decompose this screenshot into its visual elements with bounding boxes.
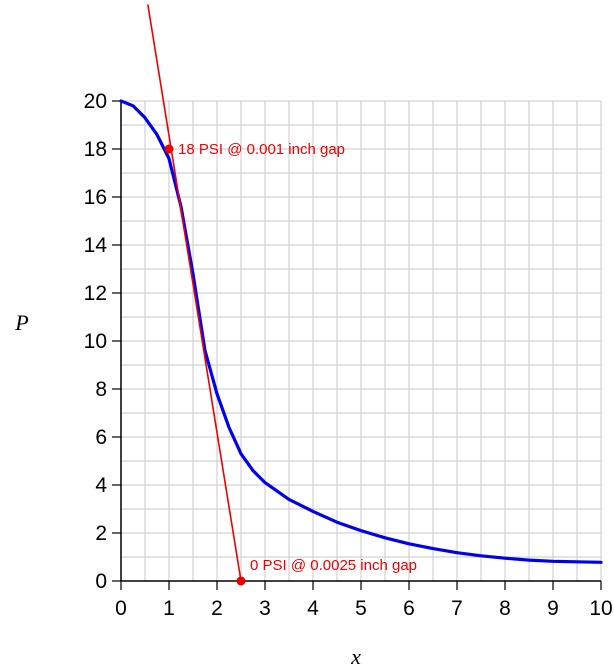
x-tick-label: 7 [451, 597, 463, 620]
y-tick-label: 4 [95, 474, 107, 497]
grid [121, 100, 602, 581]
y-tick-label: 2 [95, 522, 107, 545]
annotation-group: 18 PSI @ 0.001 inch gap 0 PSI @ 0.0025 in… [164, 141, 417, 586]
x-tick-label: 6 [403, 597, 415, 620]
y-tick-label: 16 [84, 186, 107, 209]
y-tick-label: 6 [95, 426, 107, 449]
x-tick-label: 10 [589, 597, 612, 620]
tangent-line [147, 4, 242, 582]
annotation-label: 18 PSI @ 0.001 inch gap [178, 141, 345, 158]
series-group [119, 4, 603, 582]
annotation-point [164, 144, 174, 154]
annotation-point [236, 576, 246, 586]
y-tick-label: 0 [95, 570, 107, 593]
annotation-label: 0 PSI @ 0.0025 inch gap [250, 557, 417, 574]
x-axis-label: x [350, 644, 361, 669]
y-tick-label: 14 [84, 234, 108, 257]
x-tick-label: 1 [163, 597, 175, 620]
y-tick-label: 18 [84, 138, 107, 161]
y-tick-label: 20 [84, 90, 107, 113]
x-tick-label: 2 [211, 597, 223, 620]
x-tick-label: 5 [355, 597, 367, 620]
x-tick-label: 9 [547, 597, 559, 620]
pressure-curve-line [119, 99, 603, 564]
y-tick-label: 12 [84, 282, 107, 305]
x-tick-label: 8 [499, 597, 511, 620]
y-tick-label: 10 [84, 330, 107, 353]
x-tick-label: 3 [259, 597, 271, 620]
x-tick-label: 0 [115, 597, 127, 620]
y-axis-label: P [14, 310, 28, 335]
y-tick-label: 8 [95, 378, 107, 401]
x-tick-label: 4 [307, 597, 319, 620]
